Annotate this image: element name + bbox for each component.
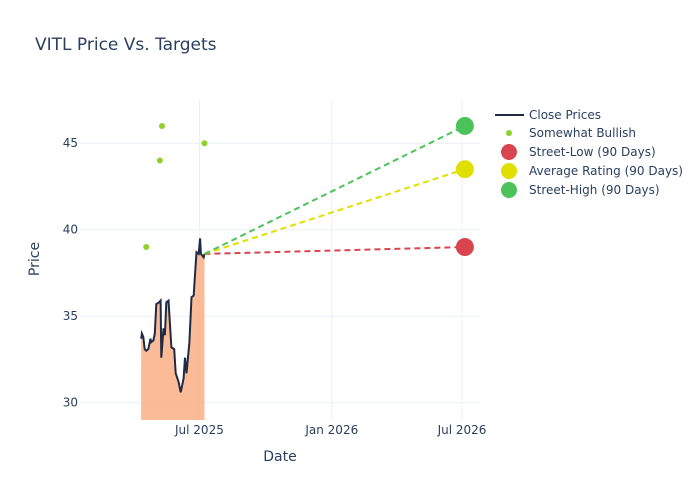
legend-item-label[interactable]: Street-High (90 Days) [529, 183, 660, 197]
street-high-marker[interactable] [455, 116, 474, 135]
x-axis-label: Date [263, 449, 296, 465]
somewhat-bullish-point[interactable] [156, 157, 163, 164]
average-rating-marker[interactable] [455, 160, 474, 179]
somewhat-bullish-point[interactable] [201, 140, 208, 147]
legend-item-label[interactable]: Street-Low (90 Days) [529, 145, 656, 159]
somewhat-bullish-point[interactable] [159, 122, 166, 129]
street-low-marker[interactable] [455, 238, 474, 257]
x-tick-label: Jul 2025 [174, 423, 224, 437]
legend[interactable]: Close Prices Somewhat Bullish Street-Low (… [495, 108, 683, 198]
y-tick-label: 30 [63, 396, 78, 410]
tick-labels: 30 35 40 45 Jul 2025 Jan 2026 Jul 2026 [63, 136, 487, 437]
average-rating-line [204, 168, 466, 255]
street-high-line [204, 125, 466, 255]
close-price-area [141, 238, 205, 420]
x-tick-label: Jan 2026 [304, 423, 358, 437]
somewhat-bullish-point[interactable] [143, 244, 150, 251]
legend-bullish-dot-icon [506, 130, 512, 136]
legend-street-high-icon [501, 182, 517, 198]
legend-average-rating-icon [501, 163, 517, 179]
close-price-line [140, 238, 206, 393]
y-tick-label: 45 [63, 136, 78, 150]
x-tick-label: Jul 2026 [437, 423, 487, 437]
street-low-line [204, 246, 465, 255]
legend-street-low-icon [501, 144, 517, 160]
legend-item-label[interactable]: Close Prices [529, 108, 601, 122]
y-axis-label: Price [27, 242, 43, 276]
legend-item-label[interactable]: Somewhat Bullish [529, 126, 636, 140]
y-tick-label: 40 [63, 223, 78, 237]
legend-item-label[interactable]: Average Rating (90 Days) [529, 164, 683, 178]
plot-marks [140, 116, 474, 420]
chart-title: VITL Price Vs. Targets [35, 35, 217, 55]
y-tick-label: 35 [63, 309, 78, 323]
